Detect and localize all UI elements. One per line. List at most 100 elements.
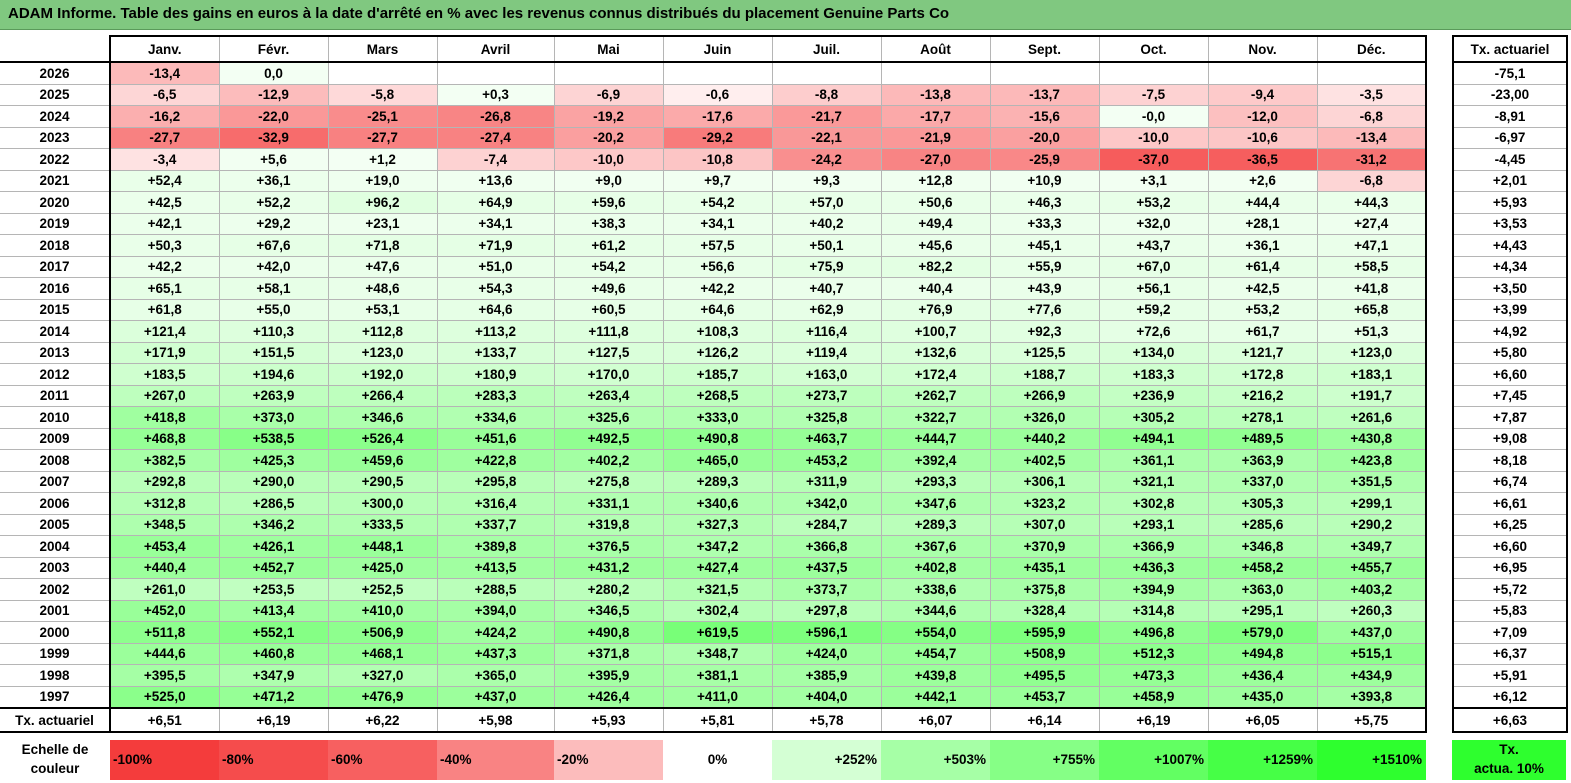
- value-cell: +444,7: [880, 427, 991, 450]
- value-cell: +110,3: [218, 320, 329, 343]
- value-cell: +111,8: [553, 320, 664, 343]
- value-cell: +424,2: [436, 621, 555, 644]
- value-cell: +297,8: [771, 599, 882, 622]
- value-cell: -12,9: [218, 83, 329, 106]
- year-cell: 2001: [0, 599, 111, 622]
- value-cell: +42,2: [662, 277, 773, 300]
- value-cell: [662, 61, 773, 85]
- value-cell: -0,0: [1098, 105, 1209, 128]
- value-cell: +508,9: [989, 642, 1100, 665]
- value-cell: +489,5: [1207, 427, 1318, 450]
- color-scale-label: Echelle de couleur: [0, 740, 110, 780]
- value-cell: +370,9: [989, 535, 1100, 558]
- value-cell: +468,8: [109, 427, 220, 450]
- year-cell: 1999: [0, 642, 111, 665]
- value-cell: +496,8: [1098, 621, 1209, 644]
- value-cell: +267,0: [109, 384, 220, 407]
- table-row: 2007 +292,8 +290,0 +290,5 +295,8 +275,8 +289,3…: [0, 470, 1427, 493]
- value-cell: +494,8: [1207, 642, 1318, 665]
- value-cell: +41,8: [1316, 277, 1427, 300]
- value-cell: -25,1: [327, 105, 438, 128]
- value-cell: +300,0: [327, 492, 438, 515]
- year-cell: 2016: [0, 277, 111, 300]
- value-cell: +321,1: [1098, 470, 1209, 493]
- year-cell: 2011: [0, 384, 111, 407]
- year-cell: 2004: [0, 535, 111, 558]
- color-scale-step: +1259%: [1208, 740, 1317, 780]
- value-cell: -13,7: [989, 83, 1100, 106]
- gains-table: Janv. Févr. Mars Avril Mai Juin Juil. Août Sept.…: [0, 35, 1427, 733]
- year-cell: 2014: [0, 320, 111, 343]
- year-cell: 2021: [0, 169, 111, 192]
- value-cell: +295,8: [436, 470, 555, 493]
- year-cell: 2017: [0, 255, 111, 278]
- annual-rate-cell: +8,18: [1452, 449, 1568, 472]
- value-cell: +45,1: [989, 234, 1100, 257]
- value-cell: +52,4: [109, 169, 220, 192]
- title-bar: ADAM Informe. Table des gains en euros à…: [0, 0, 1571, 30]
- value-cell: +49,4: [880, 212, 991, 235]
- value-cell: -22,0: [218, 105, 329, 128]
- value-cell: +422,8: [436, 449, 555, 472]
- color-scale-step: +503%: [881, 740, 990, 780]
- value-cell: +476,9: [327, 685, 438, 709]
- annual-rate-cell: +3,99: [1452, 298, 1568, 321]
- color-scale-step: -60%: [328, 740, 437, 780]
- value-cell: +314,8: [1098, 599, 1209, 622]
- value-cell: +54,2: [553, 255, 664, 278]
- value-cell: +266,4: [327, 384, 438, 407]
- value-cell: +295,1: [1207, 599, 1318, 622]
- value-cell: +61,8: [109, 298, 220, 321]
- value-cell: [1207, 61, 1318, 85]
- annual-rate-cell: +3,53: [1452, 212, 1568, 235]
- value-cell: -13,4: [109, 61, 220, 85]
- value-cell: +252,5: [327, 578, 438, 601]
- value-cell: +333,0: [662, 406, 773, 429]
- value-cell: +47,6: [327, 255, 438, 278]
- annual-rate-cell: +4,43: [1452, 234, 1568, 257]
- value-cell: +263,4: [553, 384, 664, 407]
- value-cell: +293,3: [880, 470, 991, 493]
- table-row: 2000 +511,8 +552,1 +506,9 +424,2 +490,8 +619,5…: [0, 621, 1427, 644]
- year-cell: 2006: [0, 492, 111, 515]
- color-scale-step: +1007%: [1099, 740, 1208, 780]
- color-scale-actua: Tx. actua. 10%: [1452, 740, 1566, 780]
- table-row: 2016 +65,1 +58,1 +48,6 +54,3 +49,6 +42,2 +40,7 +…: [0, 277, 1427, 300]
- value-cell: +437,5: [771, 556, 882, 579]
- value-cell: +132,6: [880, 341, 991, 364]
- value-cell: +434,9: [1316, 664, 1427, 687]
- table-row: 2011 +267,0 +263,9 +266,4 +283,3 +263,4 +268,5…: [0, 384, 1427, 407]
- color-scale-label-line2: couleur: [30, 761, 80, 776]
- value-cell: +57,0: [771, 191, 882, 214]
- value-cell: +552,1: [218, 621, 329, 644]
- value-cell: +2,6: [1207, 169, 1318, 192]
- value-cell: +494,1: [1098, 427, 1209, 450]
- value-cell: -17,7: [880, 105, 991, 128]
- color-scale-actua-line1: Tx.: [1499, 742, 1519, 757]
- value-cell: +42,1: [109, 212, 220, 235]
- value-cell: +45,6: [880, 234, 991, 257]
- table-row: 2022 -3,4 +5,6 +1,2 -7,4 -10,0 -10,8 -24,2 -27,0…: [0, 148, 1427, 171]
- value-cell: +119,4: [771, 341, 882, 364]
- year-header: [0, 36, 111, 63]
- value-cell: +411,0: [662, 685, 773, 709]
- value-cell: +393,8: [1316, 685, 1427, 709]
- value-cell: +188,7: [989, 363, 1100, 386]
- footer-cell: +5,75: [1316, 707, 1427, 733]
- value-cell: +61,7: [1207, 320, 1318, 343]
- color-scale-step: +252%: [772, 740, 881, 780]
- table-row: 2023 -27,7 -32,9 -27,7 -27,4 -20,2 -29,2 -22,1-…: [0, 126, 1427, 149]
- value-cell: +366,9: [1098, 535, 1209, 558]
- value-cell: +363,9: [1207, 449, 1318, 472]
- value-cell: +100,7: [880, 320, 991, 343]
- value-cell: +337,0: [1207, 470, 1318, 493]
- value-cell: +453,7: [989, 685, 1100, 709]
- value-cell: +327,0: [327, 664, 438, 687]
- value-cell: +64,9: [436, 191, 555, 214]
- annual-rate-cell: +5,91: [1452, 664, 1568, 687]
- value-cell: [553, 61, 664, 85]
- annual-rate-cell: +5,80: [1452, 341, 1568, 364]
- value-cell: -10,0: [553, 148, 664, 171]
- value-cell: +595,9: [989, 621, 1100, 644]
- value-cell: +13,6: [436, 169, 555, 192]
